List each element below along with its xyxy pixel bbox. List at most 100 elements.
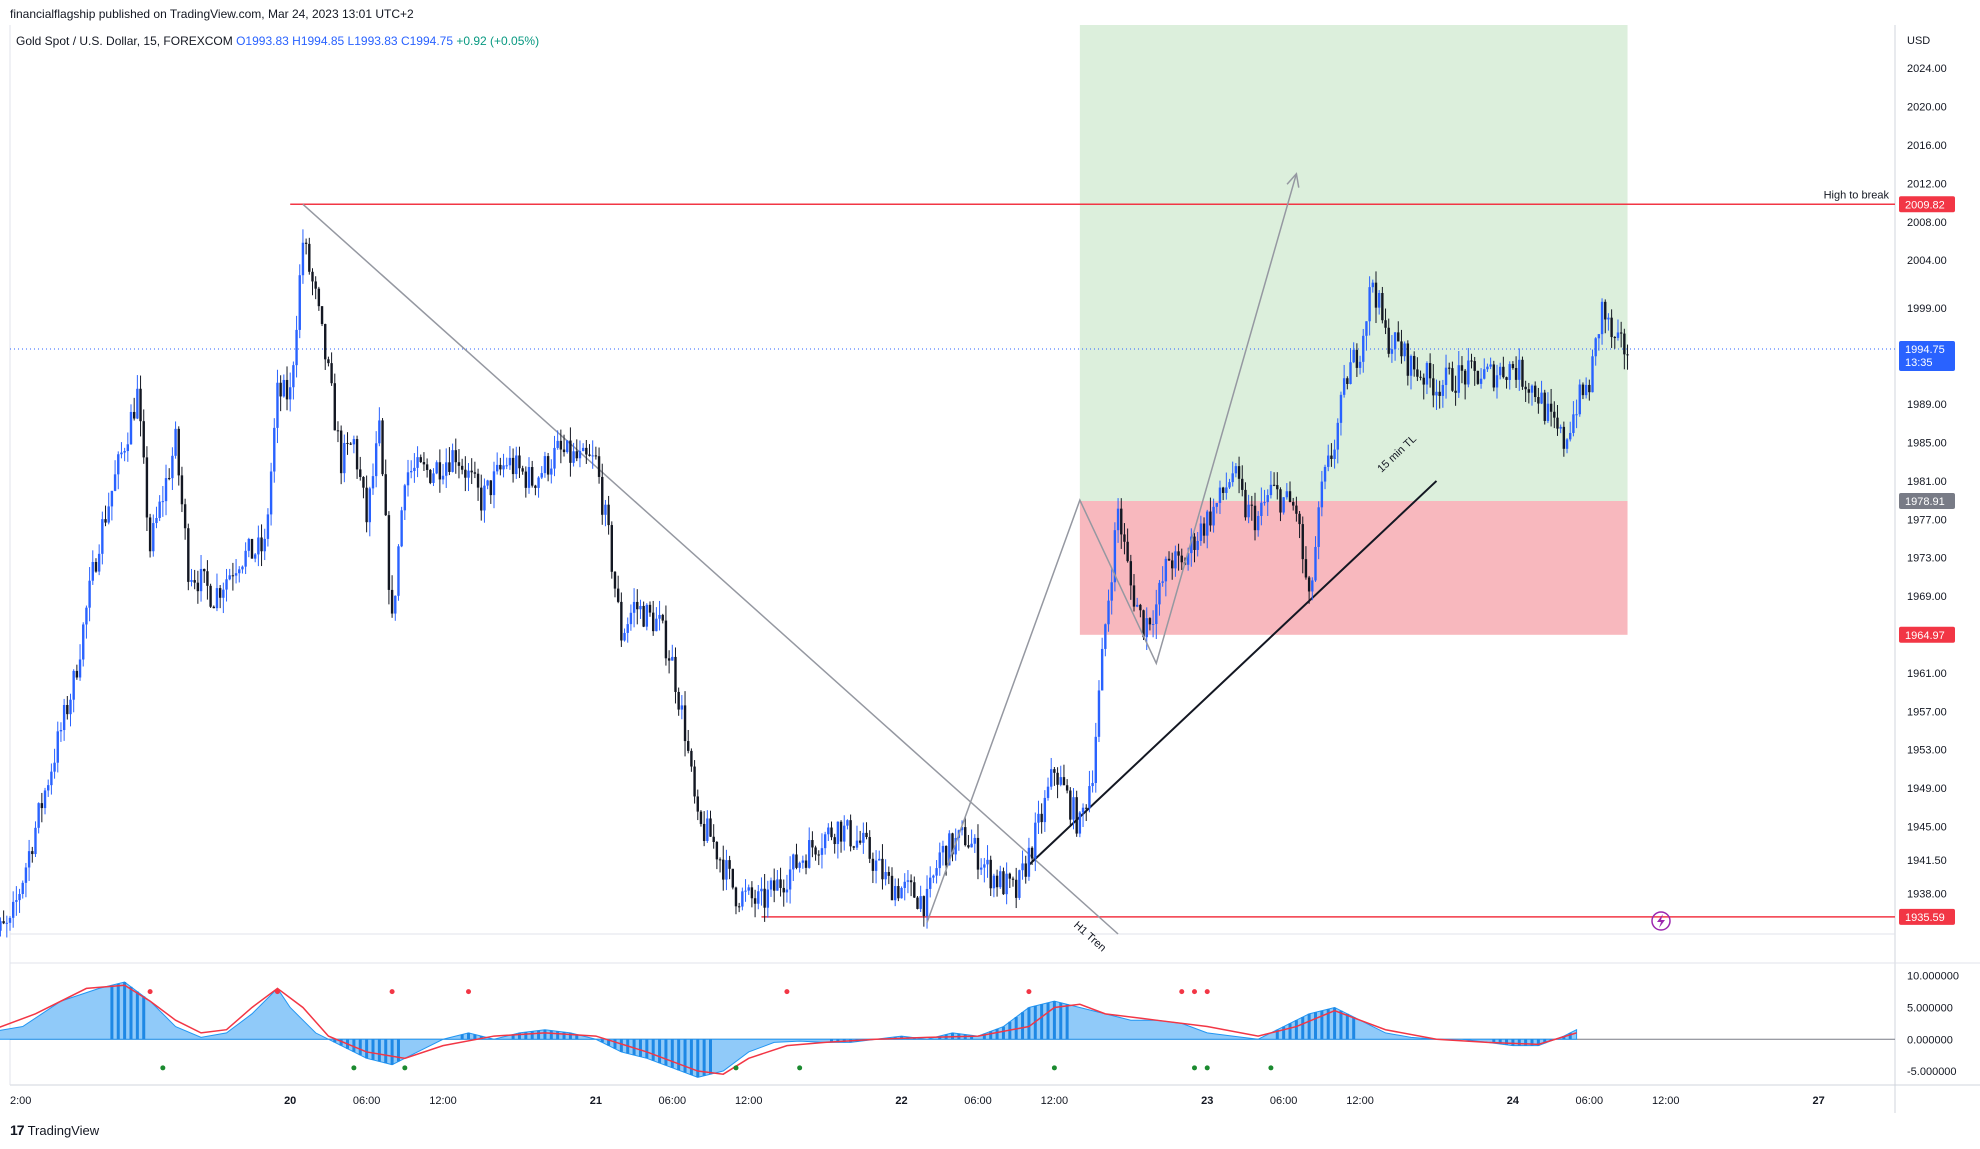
- time-axis: 2:00 20 06:00 12:00 21 06:00 12:00 22 06:00 12:00…: [10, 1095, 1825, 1107]
- candle: [690, 748, 693, 772]
- alert-icon[interactable]: [1651, 911, 1671, 931]
- candle: [897, 878, 900, 902]
- candle: [1463, 368, 1467, 400]
- candle: [1288, 481, 1292, 503]
- candle: [1244, 482, 1247, 521]
- candle: [776, 869, 779, 891]
- candle: [610, 521, 613, 579]
- candle: [868, 830, 871, 864]
- macd-red-dot: [147, 989, 153, 995]
- candle: [839, 820, 843, 853]
- candle: [113, 460, 117, 492]
- candle: [932, 874, 935, 884]
- candle: [893, 878, 897, 907]
- macd-red-dot: [784, 989, 790, 995]
- time-tick-label: 06:00: [353, 1095, 381, 1107]
- h1-trendline: [302, 203, 1119, 935]
- candle: [241, 565, 244, 574]
- candle: [355, 435, 359, 479]
- price-change: +0.92 (+0.05%): [456, 34, 540, 48]
- candle: [1619, 321, 1623, 348]
- candle: [1314, 536, 1317, 582]
- candle: [425, 458, 429, 478]
- candle: [540, 466, 543, 480]
- time-tick-label: 21: [590, 1095, 602, 1107]
- candle: [8, 915, 12, 931]
- candle: [155, 506, 158, 529]
- candle: [1483, 358, 1486, 380]
- candle: [1524, 380, 1527, 403]
- candle: [639, 599, 642, 619]
- candle: [1419, 370, 1422, 381]
- candle: [0, 917, 2, 937]
- candle: [1530, 384, 1534, 406]
- time-tick-label: 20: [284, 1095, 296, 1107]
- candle: [180, 466, 184, 513]
- candle: [731, 868, 734, 890]
- candle: [62, 698, 66, 741]
- candle: [139, 375, 142, 437]
- candle: [136, 375, 139, 420]
- candle: [1527, 382, 1531, 404]
- candle: [145, 446, 149, 532]
- candle: [403, 483, 407, 520]
- current-price-label: 1994.75: [1905, 344, 1945, 356]
- candle: [1081, 803, 1085, 828]
- candle: [289, 372, 292, 412]
- candle: [1406, 340, 1410, 386]
- candle: [304, 238, 308, 255]
- candle: [31, 846, 34, 863]
- loss-zone-rect: [1079, 501, 1628, 635]
- candle: [203, 568, 206, 583]
- candle: [1390, 335, 1394, 363]
- candle: [843, 815, 846, 851]
- candle: [620, 592, 623, 647]
- symbol-name: Gold Spot / U.S. Dollar, 15, FOREXCOM: [16, 34, 233, 48]
- candle: [416, 446, 419, 478]
- candle: [979, 858, 983, 875]
- candle: [648, 601, 652, 617]
- candle: [1234, 463, 1238, 478]
- candle: [1260, 487, 1263, 526]
- candle: [317, 286, 321, 311]
- candle: [1397, 321, 1400, 342]
- candle: [381, 418, 384, 477]
- candle: [1107, 589, 1110, 632]
- candle: [34, 821, 37, 858]
- candle: [769, 877, 773, 897]
- candle: [432, 468, 435, 487]
- candle: [1072, 788, 1075, 830]
- candle: [827, 823, 830, 841]
- macd-green-dot: [1204, 1065, 1210, 1071]
- candle: [104, 505, 107, 527]
- candle: [1409, 354, 1413, 390]
- candle: [556, 430, 559, 450]
- candle: [1626, 344, 1629, 370]
- candle: [1091, 770, 1094, 793]
- candle: [1005, 862, 1008, 905]
- candle: [362, 476, 365, 499]
- candle: [1011, 876, 1015, 887]
- candle: [1171, 552, 1174, 580]
- candle: [779, 867, 782, 897]
- candle: [1097, 680, 1101, 743]
- macd-green-dot: [797, 1065, 803, 1071]
- candle: [1272, 472, 1276, 487]
- time-tick-label: 06:00: [1270, 1095, 1298, 1107]
- candle: [651, 600, 655, 636]
- candle: [508, 446, 512, 470]
- candle: [986, 845, 989, 878]
- price-tick-label: 1989.00: [1907, 399, 1947, 411]
- candle: [1432, 364, 1435, 408]
- candle: [734, 886, 738, 915]
- candle: [1492, 360, 1496, 392]
- candle: [1034, 812, 1037, 872]
- candle: [1155, 589, 1158, 639]
- candle: [712, 824, 715, 849]
- candle: [1116, 498, 1120, 543]
- candle: [222, 582, 225, 614]
- candle: [253, 552, 257, 563]
- candle: [1489, 357, 1492, 370]
- candle: [1304, 546, 1308, 580]
